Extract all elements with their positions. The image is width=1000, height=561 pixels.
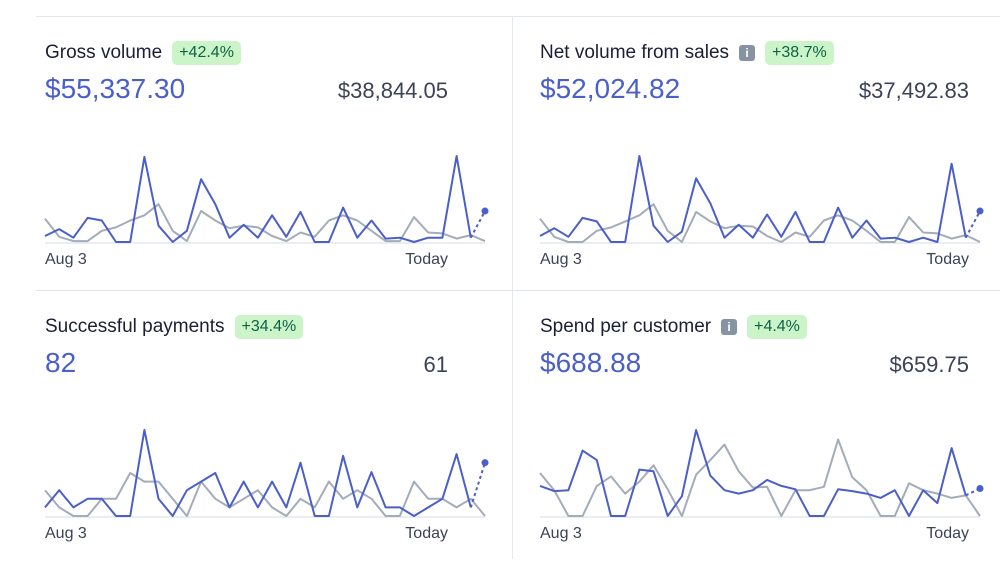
metric-title[interactable]: Spend per customer <box>540 316 712 337</box>
info-icon[interactable]: i <box>739 45 756 61</box>
previous-value: 61 <box>423 352 448 377</box>
previous-period-line <box>539 203 981 243</box>
end-date-label: Today <box>926 525 969 542</box>
start-date-label: Aug 3 <box>540 525 582 542</box>
metric-header: Successful payments +34.4% <box>45 315 304 339</box>
projection-line <box>964 210 981 239</box>
change-badge: +4.4% <box>747 315 807 339</box>
projection-point <box>481 207 489 215</box>
change-badge: +38.7% <box>765 41 834 65</box>
start-date-label: Aug 3 <box>45 525 87 542</box>
metric-header: Spend per customer i +4.4% <box>540 315 807 339</box>
previous-value: $659.75 <box>889 352 969 377</box>
column-divider <box>512 17 513 559</box>
end-date-label: Today <box>926 251 969 268</box>
previous-value: $37,492.83 <box>858 78 969 103</box>
row-divider <box>36 290 1000 291</box>
start-date-label: Aug 3 <box>45 251 87 268</box>
projection-line <box>469 210 486 239</box>
previous-value: $38,844.05 <box>337 78 448 103</box>
end-date-label: Today <box>405 251 448 268</box>
sparkline-chart[interactable] <box>44 416 489 520</box>
metric-card-spend-per-customer[interactable]: Spend per customer i +4.4% $688.88 $659.… <box>513 291 989 561</box>
metric-card-successful-payments[interactable]: Successful payments +34.4% 82 61 Aug 3 T… <box>0 291 489 561</box>
current-period-line <box>539 429 967 517</box>
projection-point <box>481 459 489 467</box>
projection-point <box>976 484 984 492</box>
end-date-label: Today <box>405 525 448 542</box>
current-value: $55,337.30 <box>45 73 186 104</box>
metric-card-gross-volume[interactable]: Gross volume +42.4% $55,337.30 $38,844.0… <box>0 17 489 287</box>
metric-title[interactable]: Successful payments <box>45 316 225 337</box>
sparkline-chart[interactable] <box>539 142 984 246</box>
metric-header: Net volume from sales i +38.7% <box>540 41 834 65</box>
change-badge: +42.4% <box>172 41 241 65</box>
metric-header: Gross volume +42.4% <box>45 41 241 65</box>
sparkline-chart[interactable] <box>44 142 489 246</box>
metric-card-net-volume-from-sales[interactable]: Net volume from sales i +38.7% $52,024.8… <box>513 17 989 287</box>
current-period-line <box>539 155 967 243</box>
change-badge: +34.4% <box>234 315 304 339</box>
projection-line <box>469 462 486 508</box>
current-value: 82 <box>45 347 77 378</box>
previous-period-line <box>44 203 486 243</box>
current-period-line <box>44 155 472 243</box>
current-period-line <box>44 429 472 517</box>
metric-title[interactable]: Net volume from sales <box>540 42 730 63</box>
previous-period-line <box>44 472 486 517</box>
sparkline-chart[interactable] <box>539 416 984 520</box>
projection-point <box>976 207 984 215</box>
top-divider <box>36 16 1000 17</box>
current-value: $52,024.82 <box>540 73 681 104</box>
start-date-label: Aug 3 <box>540 251 582 268</box>
metric-title[interactable]: Gross volume <box>45 42 163 63</box>
current-value: $688.88 <box>540 347 642 378</box>
info-icon[interactable]: i <box>721 319 738 335</box>
previous-period-line <box>539 438 981 517</box>
